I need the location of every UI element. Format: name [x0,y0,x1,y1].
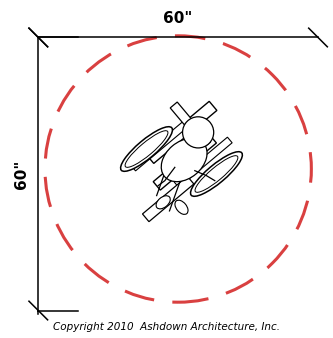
Text: 60": 60" [164,11,193,26]
Bar [170,102,191,125]
Bar [146,101,217,163]
Ellipse shape [161,138,207,182]
Text: 60": 60" [14,159,29,189]
Bar [189,125,210,148]
Circle shape [182,117,214,148]
Ellipse shape [195,156,238,192]
Bar [153,135,216,190]
Bar [174,137,232,188]
Ellipse shape [121,127,172,171]
Bar [131,121,189,171]
Ellipse shape [175,200,188,214]
Ellipse shape [156,196,170,209]
Ellipse shape [125,131,168,167]
Text: Copyright 2010  Ashdown Architecture, Inc.: Copyright 2010 Ashdown Architecture, Inc… [53,321,280,332]
Ellipse shape [190,152,242,196]
Bar [143,176,194,222]
